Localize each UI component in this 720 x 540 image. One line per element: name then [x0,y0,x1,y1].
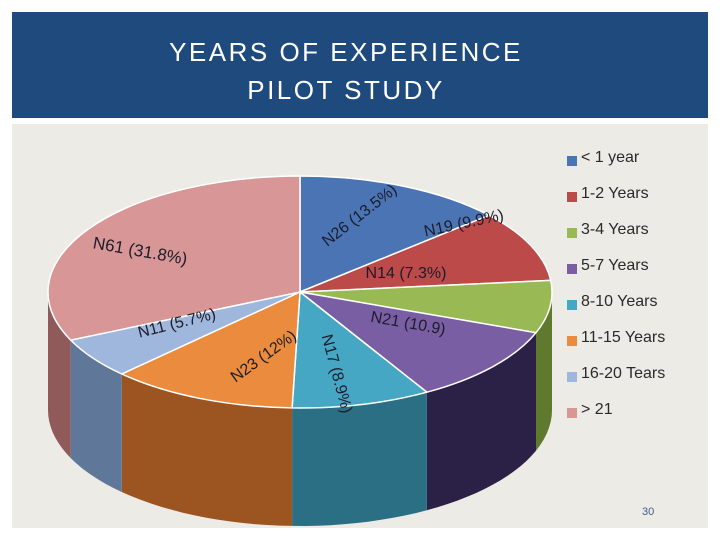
legend-label: < 1 year [581,149,640,166]
legend-swatch-icon [567,300,577,310]
pie-slice-4 [291,291,428,409]
legend-swatch-icon [567,264,577,274]
legend-item-0: < 1 year [565,149,705,185]
legend-label: > 21 [581,401,613,418]
legend-swatch-icon [567,156,577,166]
legend-label: 11-15 Years [581,329,666,346]
legend-label: 3-4 Years [581,221,649,238]
pie-slice-3 [299,291,537,393]
legend-swatch-icon [567,408,577,418]
page-number: 30 [642,506,655,518]
legend-item-5: 11-15 Years [565,329,705,365]
legend-swatch-icon [567,228,577,238]
pie-side-6 [70,340,122,492]
chart-panel: N26 (13.5%) N19 (9.9%) N14 (7.3%) N21 (10.9… [12,124,708,528]
legend-item-7: > 21 [565,401,705,437]
data-label-2: N14 (7.3%) [366,265,447,282]
pie-side-3 [426,332,536,511]
legend-label: 1-2 Years [581,185,649,202]
pie-slice-7 [47,175,301,341]
legend-swatch-icon [567,372,577,382]
slide-title-line-2: PILOT STUDY [247,75,445,105]
pie-slice-0 [299,175,490,293]
legend-item-3: 5-7 Years [565,257,705,293]
pie-side-5 [121,374,293,526]
legend-swatch-icon [567,336,577,346]
chart-legend: < 1 year 1-2 Years 3-4 Years 5-7 Years 8-10 … [565,149,705,437]
pie-side-4 [292,392,427,526]
pie-slice-5 [121,291,301,409]
pie-side-7 [48,292,71,459]
pie-side-2 [536,292,552,451]
legend-item-1: 1-2 Years [565,185,705,221]
legend-swatch-icon [567,192,577,202]
pie-slice-1 [299,214,552,293]
legend-item-4: 8-10 Years [565,293,705,329]
legend-item-2: 3-4 Years [565,221,705,257]
pie-slice-2 [299,279,553,334]
pie-chart: N26 (13.5%) N19 (9.9%)N14 (7.3%)N21 (10.9… [47,175,553,526]
title-banner: YEARS OF EXPERIENCE PILOT STUDY [12,12,708,118]
legend-label: 16-20 Tears [581,365,666,382]
legend-item-6: 16-20 Tears [565,365,705,401]
legend-label: 5-7 Years [581,257,649,274]
legend-label: 8-10 Years [581,293,658,310]
slide-title-line-1: YEARS OF EXPERIENCE [169,37,523,67]
